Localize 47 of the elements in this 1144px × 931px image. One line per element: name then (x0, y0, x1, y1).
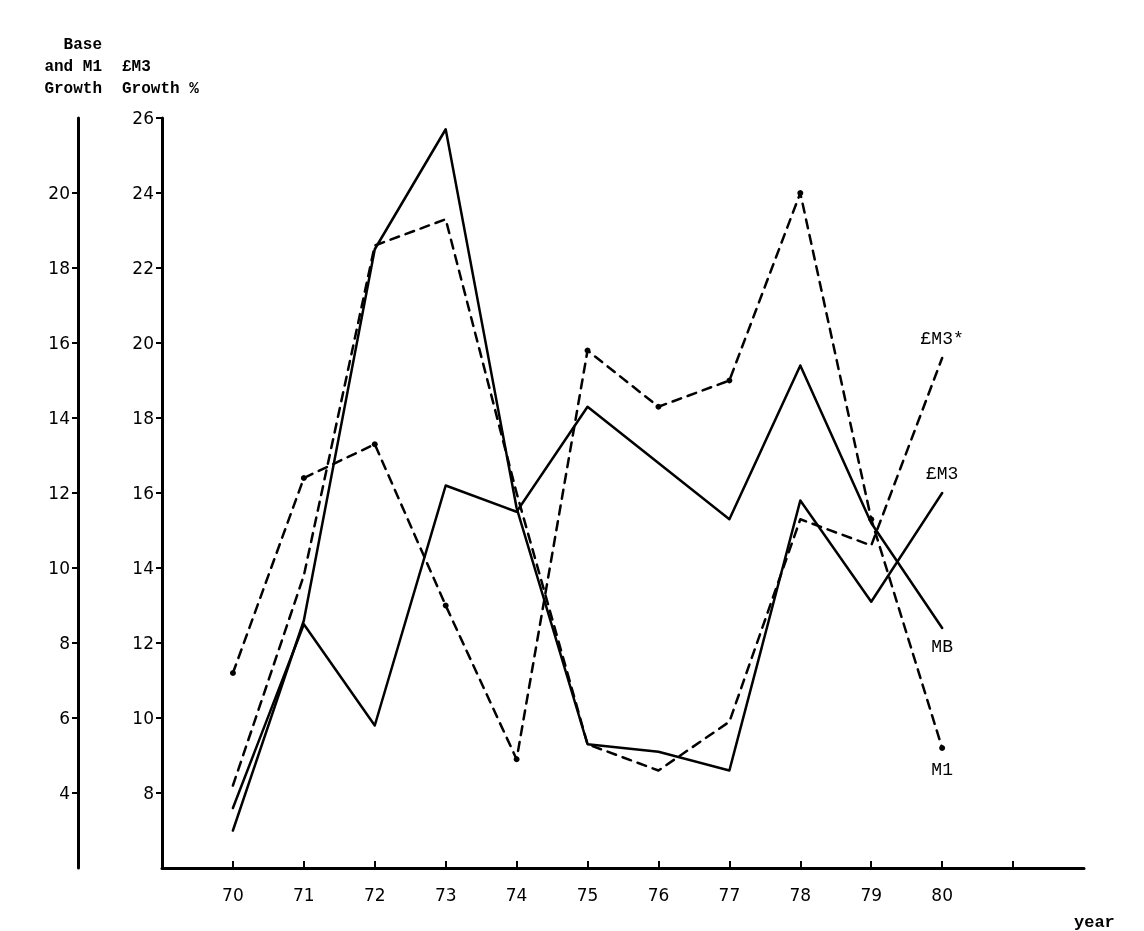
x-tick-label: 75 (576, 884, 599, 905)
y2-tick-label: 6 (59, 708, 70, 728)
x-tick-label: 71 (293, 884, 315, 905)
y2-tick-label: 16 (48, 333, 70, 353)
y2-tick-label: 14 (48, 408, 70, 428)
y-tick-label: 26 (132, 108, 154, 128)
x-tick-label: 74 (505, 884, 528, 905)
y2-tick-label: 4 (59, 783, 70, 803)
point (939, 745, 946, 751)
y-tick-label: 20 (132, 333, 154, 353)
series-label: M1 (931, 760, 953, 780)
y2-tick-label: 20 (48, 183, 70, 203)
x-tick-label: 76 (647, 884, 670, 905)
x-tick-label: 78 (789, 884, 812, 905)
x-tick-label: 73 (434, 884, 457, 905)
series-label: £M3 (925, 464, 959, 484)
point (229, 670, 236, 676)
y-tick-label: 8 (143, 783, 154, 803)
y-tick-label: 18 (132, 408, 154, 428)
point (797, 190, 804, 196)
y-tick-label: 12 (132, 633, 154, 653)
y-axis-title: £M3 Growth % (122, 58, 200, 98)
y-tick-label: 16 (132, 483, 154, 503)
series-label: £M3* (920, 329, 964, 349)
point (300, 475, 307, 481)
x-tick-label: 72 (363, 884, 386, 905)
point (868, 516, 875, 523)
x-axis-title: year (1074, 913, 1115, 931)
x-tick-label: 79 (860, 884, 883, 905)
y2-tick-label: 12 (48, 483, 70, 503)
point (371, 441, 378, 448)
point (726, 377, 733, 384)
y-tick-label: 14 (132, 558, 154, 578)
series-label: MB (931, 637, 954, 657)
point (655, 403, 662, 410)
point (584, 347, 591, 354)
x-tick-label: 80 (931, 884, 953, 905)
y-tick-label: 22 (132, 258, 154, 278)
y2-axis-title: Base and M1 Growth (44, 36, 102, 98)
x-tick-label: 70 (222, 884, 244, 905)
y2-tick-label: 8 (59, 633, 70, 653)
x-tick-label: 77 (718, 884, 741, 905)
y2-tick-label: 10 (48, 558, 70, 578)
y-tick-label: 10 (132, 708, 154, 728)
y-tick-label: 24 (132, 183, 154, 203)
y2-tick-label: 18 (48, 258, 70, 278)
point (513, 756, 520, 763)
